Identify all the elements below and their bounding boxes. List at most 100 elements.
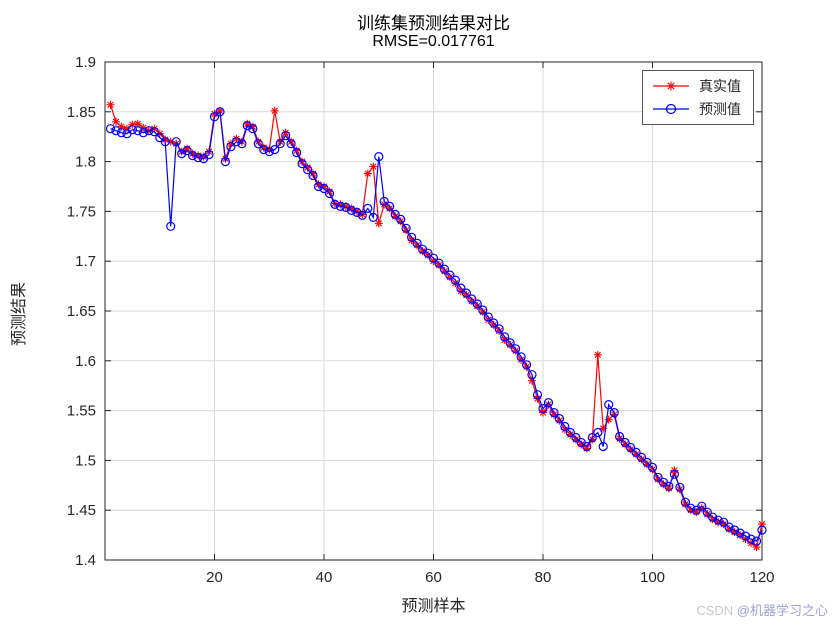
data-marker-circle <box>352 207 362 217</box>
data-marker-circle <box>729 525 740 535</box>
data-marker-circle <box>226 142 236 152</box>
data-marker-circle <box>751 536 762 546</box>
data-marker-asterisk <box>666 81 676 91</box>
data-marker-circle <box>675 482 685 492</box>
y-tick-label: 1.5 <box>75 452 96 469</box>
series-line-1 <box>110 110 763 542</box>
data-marker-circle <box>374 152 384 162</box>
data-marker-circle <box>647 462 658 472</box>
data-marker-circle <box>286 139 296 149</box>
data-marker-circle <box>253 139 263 149</box>
data-marker-asterisk <box>106 100 115 109</box>
data-marker-circle <box>582 441 592 452</box>
data-marker-circle <box>346 205 356 215</box>
data-marker-circle <box>341 202 351 212</box>
data-marker-circle <box>363 203 373 213</box>
data-marker-circle <box>450 275 460 285</box>
data-marker-circle <box>379 196 389 206</box>
data-marker-circle <box>357 210 367 220</box>
data-marker-circle <box>686 503 696 513</box>
legend-label-predicted: 预测值 <box>699 101 741 117</box>
data-marker-circle <box>259 145 269 155</box>
data-marker-circle <box>270 145 280 155</box>
data-marker-circle <box>571 432 581 443</box>
y-tick-label: 1.55 <box>67 403 96 420</box>
data-marker-circle <box>565 427 576 438</box>
data-marker-asterisk <box>112 117 120 126</box>
data-marker-circle <box>527 370 537 380</box>
data-marker-circle <box>423 248 433 258</box>
series-line-0 <box>109 104 763 549</box>
data-marker-circle <box>303 165 313 175</box>
x-tick-label: 60 <box>425 569 442 586</box>
data-marker-circle <box>702 507 712 517</box>
data-marker-circle <box>220 157 230 167</box>
data-marker-circle <box>319 183 329 194</box>
data-marker-circle <box>385 201 395 211</box>
data-marker-circle <box>598 441 608 452</box>
data-marker-circle <box>593 427 603 438</box>
data-marker-circle <box>636 452 647 462</box>
data-marker-circle <box>472 299 482 309</box>
data-marker-circle <box>390 209 400 219</box>
data-marker-asterisk <box>374 219 383 228</box>
legend-item-true: 真实值 <box>651 76 741 96</box>
y-tick-label: 1.9 <box>75 54 96 71</box>
data-marker-circle <box>719 517 729 527</box>
data-marker-circle <box>740 531 751 541</box>
legend-marker-predicted-circle <box>653 103 689 115</box>
data-marker-asterisk <box>593 350 602 359</box>
x-tick-label: 100 <box>640 569 665 586</box>
y-tick-label: 1.6 <box>75 353 96 370</box>
data-marker-circle <box>204 150 214 160</box>
x-axis-label: 预测样本 <box>401 598 466 615</box>
data-marker-circle <box>330 199 340 209</box>
data-marker-circle <box>166 221 176 231</box>
data-marker-circle <box>242 121 252 131</box>
data-marker-circle <box>461 288 471 298</box>
legend-label-true: 真实值 <box>699 78 741 94</box>
data-marker-circle <box>324 188 335 199</box>
data-marker-circle <box>111 126 121 136</box>
data-marker-circle <box>587 432 597 443</box>
legend-marker-true-asterisk <box>653 81 689 91</box>
data-marker-circle <box>264 147 274 157</box>
data-marker-circle <box>209 112 220 122</box>
data-marker-circle <box>456 283 466 293</box>
data-marker-circle <box>560 421 570 432</box>
y-tick-label: 1.8 <box>75 154 96 171</box>
data-marker-circle <box>335 201 345 211</box>
data-marker-circle <box>665 103 677 115</box>
data-marker-circle <box>467 294 477 304</box>
data-marker-circle <box>171 137 181 147</box>
data-marker-circle <box>708 512 718 522</box>
chart-subtitle-rmse: RMSE=0.017761 <box>372 33 495 50</box>
y-tick-label: 1.65 <box>67 303 96 320</box>
data-marker-circle <box>144 126 154 136</box>
data-marker-circle <box>653 472 663 482</box>
data-marker-circle <box>439 264 450 274</box>
data-marker-circle <box>313 181 324 192</box>
data-marker-circle <box>116 128 127 138</box>
data-marker-circle <box>500 332 510 342</box>
data-marker-circle <box>554 414 565 424</box>
data-marker-circle <box>549 408 559 418</box>
data-marker-circle <box>105 124 116 134</box>
data-marker-circle <box>445 270 455 280</box>
data-marker-circle <box>237 139 247 149</box>
data-marker-circle <box>248 124 258 134</box>
y-tick-label: 1.75 <box>67 203 96 220</box>
data-marker-circle <box>746 534 756 544</box>
csdn-watermark: CSDN @机器学习之心 <box>696 600 828 619</box>
data-marker-circle <box>177 149 187 159</box>
data-marker-circle <box>275 139 285 149</box>
y-tick-label: 1.45 <box>67 502 96 519</box>
data-marker-circle <box>620 437 630 448</box>
x-tick-label: 120 <box>749 569 774 586</box>
data-marker-circle <box>396 214 406 224</box>
data-marker-circle <box>193 153 203 163</box>
data-marker-circle <box>434 258 444 268</box>
data-marker-circle <box>724 522 734 532</box>
data-marker-circle <box>510 344 521 354</box>
